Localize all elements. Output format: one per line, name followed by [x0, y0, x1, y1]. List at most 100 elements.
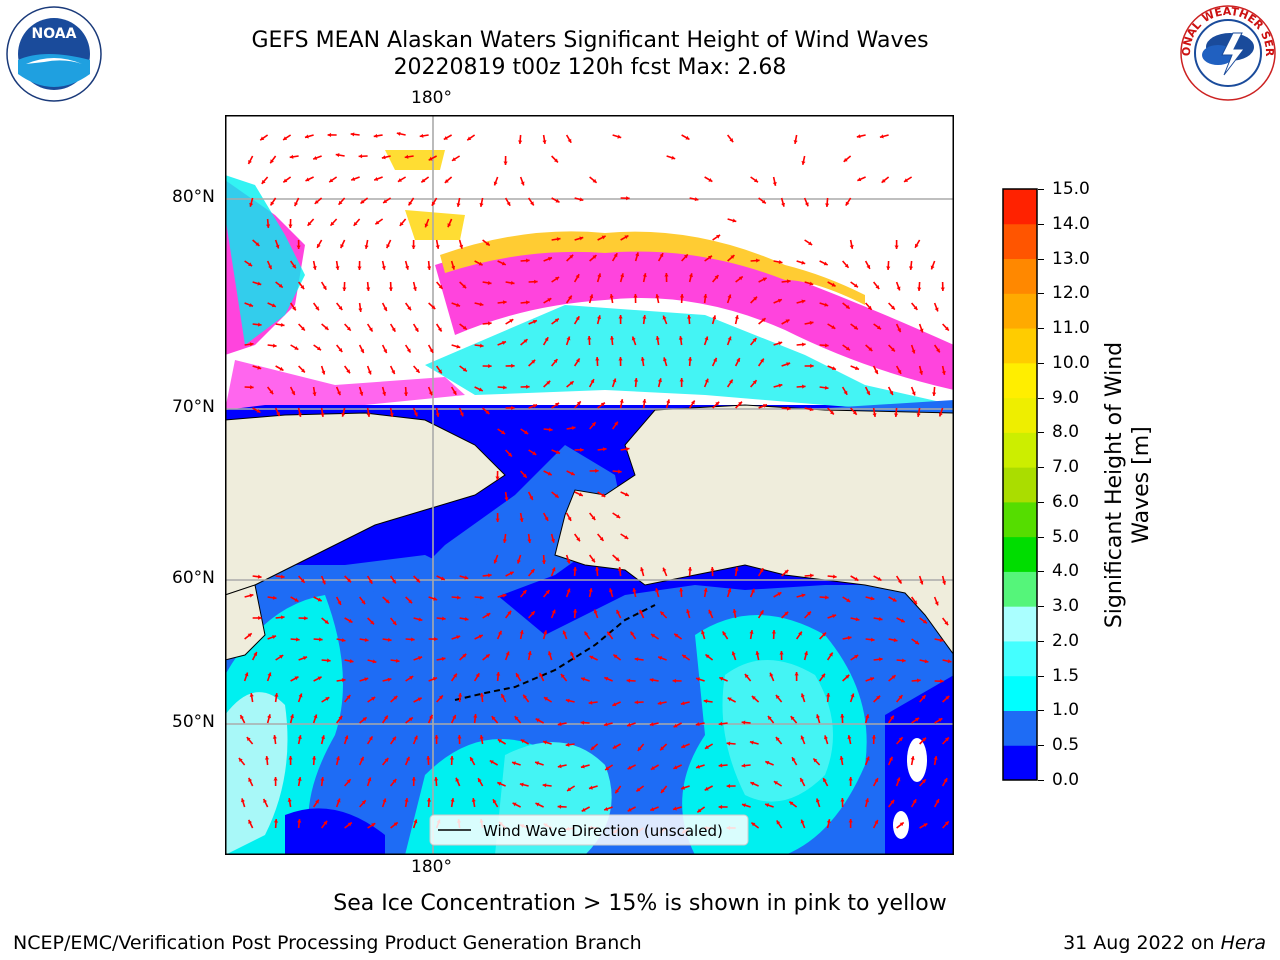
wave-direction-arrowhead: [703, 294, 708, 298]
wave-direction-arrowhead: [385, 599, 390, 604]
wave-direction-arrowhead: [498, 630, 502, 635]
colorbar-tick-label: 6.0: [1052, 491, 1080, 512]
wave-direction-arrowhead: [261, 179, 266, 184]
wave-direction-arrowhead: [272, 635, 277, 639]
wave-direction-arrowhead: [915, 717, 920, 722]
wave-direction-arrowhead: [597, 273, 602, 278]
wave-direction-arrowhead: [535, 761, 540, 766]
wave-direction-arrowhead: [539, 672, 544, 677]
wave-direction-arrowhead: [775, 737, 780, 742]
wave-direction-arrowhead: [280, 574, 285, 579]
wave-direction-arrowhead: [530, 569, 535, 574]
wave-direction-arrowhead: [831, 282, 836, 287]
colorbar-step: [1003, 745, 1037, 781]
wave-direction-arrowhead: [512, 761, 516, 766]
colorbar-tick-mark: [1038, 536, 1044, 538]
wave-direction-arrowhead: [580, 764, 585, 769]
wave-direction-arrowhead: [649, 678, 654, 683]
wave-direction-arrowhead: [411, 637, 415, 642]
wave-direction-arrowhead: [244, 672, 249, 677]
wave-direction-arrowhead: [578, 492, 583, 497]
wave-direction-arrowhead: [273, 819, 279, 823]
wave-direction-arrowhead: [590, 379, 595, 384]
wave-direction-arrowhead: [541, 560, 547, 564]
wave-direction-arrowhead: [297, 735, 302, 740]
wave-direction-arrowhead: [551, 567, 556, 572]
wave-direction-arrowhead: [591, 516, 596, 521]
colorbar-tick-label: 1.5: [1052, 665, 1080, 686]
wave-direction-arrowhead: [876, 325, 881, 330]
wave-direction-arrowhead: [650, 807, 655, 811]
wave-direction-arrowhead: [447, 223, 452, 228]
wave-direction-arrowhead: [248, 819, 253, 824]
wave-direction-arrowhead: [919, 328, 924, 333]
wave-direction-arrowhead: [891, 675, 896, 680]
wave-direction-arrowhead: [248, 777, 253, 782]
wave-direction-arrowhead: [278, 283, 283, 288]
sea-ice-north: [435, 242, 954, 390]
wave-direction-arrowhead: [387, 677, 392, 682]
wave-direction-arrowhead: [314, 200, 319, 204]
wave-direction-arrowhead: [642, 273, 647, 277]
wave-direction-arrowhead: [781, 202, 786, 207]
wave-direction-arrowhead: [640, 567, 645, 572]
colorbar-tick-mark: [1038, 710, 1044, 712]
wave-direction-arrowhead: [741, 763, 746, 768]
colorbar-tick-mark: [1038, 501, 1044, 503]
wave-direction-arrowhead: [408, 599, 413, 604]
wave-direction-arrowhead: [913, 305, 918, 310]
wave-direction-arrowhead: [875, 285, 880, 290]
wave-direction-arrowhead: [911, 391, 916, 396]
wave-direction-arrowhead: [779, 651, 784, 655]
wave-direction-arrowhead: [557, 722, 562, 727]
colorbar-tick-mark: [1038, 640, 1044, 642]
wave-direction-arrowhead: [839, 756, 844, 760]
wave-direction-arrowhead: [347, 578, 352, 583]
wave-direction-arrowhead: [485, 241, 490, 246]
wave-direction-arrowhead: [701, 630, 705, 635]
wave-direction-arrowhead: [848, 819, 853, 823]
wave-direction-arrowhead: [826, 819, 831, 823]
wave-direction-arrowhead: [511, 405, 515, 410]
wave-direction-arrowhead: [547, 298, 552, 302]
wave-direction-arrowhead: [769, 672, 774, 677]
wave-direction-arrowhead: [349, 659, 354, 664]
wave-direction-arrowhead: [502, 300, 507, 305]
colorbar-step: [1003, 675, 1037, 711]
wave-direction-arrowhead: [567, 516, 572, 521]
wave-direction-arrowhead: [823, 261, 828, 266]
wave-direction-arrowhead: [823, 778, 827, 783]
wave-direction-arrowhead: [520, 739, 525, 744]
wave-direction-arrowhead: [727, 697, 732, 702]
lat-label-50: 50°N: [172, 712, 215, 732]
wave-direction-arrowhead: [760, 358, 764, 363]
wave-direction-arrowhead: [384, 758, 389, 763]
wave-direction-arrowhead: [614, 421, 618, 426]
wave-direction-arrowhead: [336, 798, 341, 803]
wave-direction-arrowhead: [870, 637, 875, 642]
wave-direction-arrowhead: [612, 744, 617, 749]
wave-direction-arrowhead: [323, 820, 328, 825]
wave-direction-arrowhead: [565, 698, 570, 703]
wave-direction-arrowhead: [571, 425, 576, 431]
wave-direction-arrowhead: [458, 693, 463, 697]
wave-direction-arrowhead: [785, 319, 790, 324]
wave-direction-arrowhead: [324, 326, 329, 330]
wave-direction-arrowhead: [679, 294, 685, 298]
wave-direction-arrowhead: [916, 678, 921, 683]
wave-direction-arrowhead: [371, 697, 376, 701]
wave-direction-arrowhead: [451, 265, 456, 270]
wave-direction-arrowhead: [413, 819, 418, 824]
wave-direction-arrowhead: [395, 658, 400, 663]
wave-direction-arrowhead: [383, 307, 387, 312]
wave-direction-arrowhead: [637, 746, 642, 751]
wave-direction-arrowhead: [364, 245, 369, 249]
wave-direction-arrowhead: [845, 201, 850, 206]
wave-direction-arrowhead: [560, 673, 565, 678]
wave-direction-arrowhead: [300, 285, 305, 290]
wave-direction-arrowhead: [894, 413, 899, 417]
wave-direction-arrowhead: [509, 319, 514, 323]
wave-direction-arrowhead: [462, 367, 467, 372]
wave-direction-arrowhead: [807, 611, 811, 616]
wave-direction-arrowhead: [337, 600, 342, 605]
